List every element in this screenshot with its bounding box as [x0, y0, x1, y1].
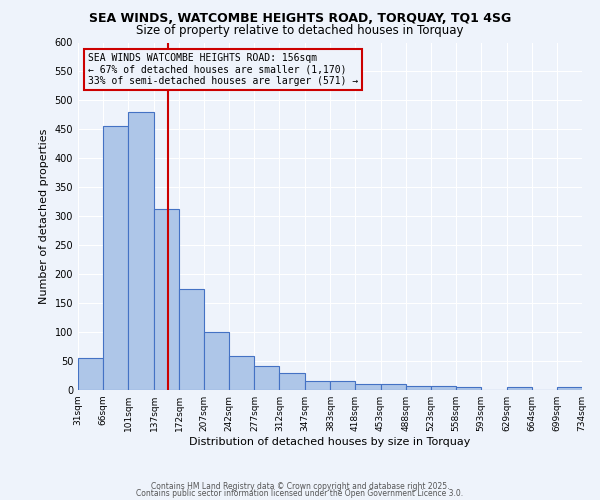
Bar: [557, 387, 582, 390]
Bar: [280, 372, 305, 390]
Bar: [331, 382, 355, 390]
Bar: [431, 386, 456, 390]
Bar: [204, 332, 229, 390]
Bar: [229, 356, 254, 390]
Bar: [179, 288, 204, 390]
Text: Contains HM Land Registry data © Crown copyright and database right 2025.: Contains HM Land Registry data © Crown c…: [151, 482, 449, 491]
Bar: [78, 358, 103, 390]
Bar: [154, 210, 179, 390]
Bar: [456, 387, 481, 390]
Bar: [254, 366, 280, 390]
Bar: [128, 112, 154, 390]
Bar: [103, 126, 128, 390]
Bar: [380, 384, 406, 390]
Bar: [305, 382, 331, 390]
Text: Size of property relative to detached houses in Torquay: Size of property relative to detached ho…: [136, 24, 464, 37]
Bar: [507, 387, 532, 390]
Text: SEA WINDS, WATCOMBE HEIGHTS ROAD, TORQUAY, TQ1 4SG: SEA WINDS, WATCOMBE HEIGHTS ROAD, TORQUA…: [89, 12, 511, 26]
X-axis label: Distribution of detached houses by size in Torquay: Distribution of detached houses by size …: [190, 437, 470, 447]
Text: SEA WINDS WATCOMBE HEIGHTS ROAD: 156sqm
← 67% of detached houses are smaller (1,: SEA WINDS WATCOMBE HEIGHTS ROAD: 156sqm …: [88, 53, 358, 86]
Bar: [355, 384, 380, 390]
Text: Contains public sector information licensed under the Open Government Licence 3.: Contains public sector information licen…: [136, 490, 464, 498]
Y-axis label: Number of detached properties: Number of detached properties: [39, 128, 49, 304]
Bar: [406, 386, 431, 390]
